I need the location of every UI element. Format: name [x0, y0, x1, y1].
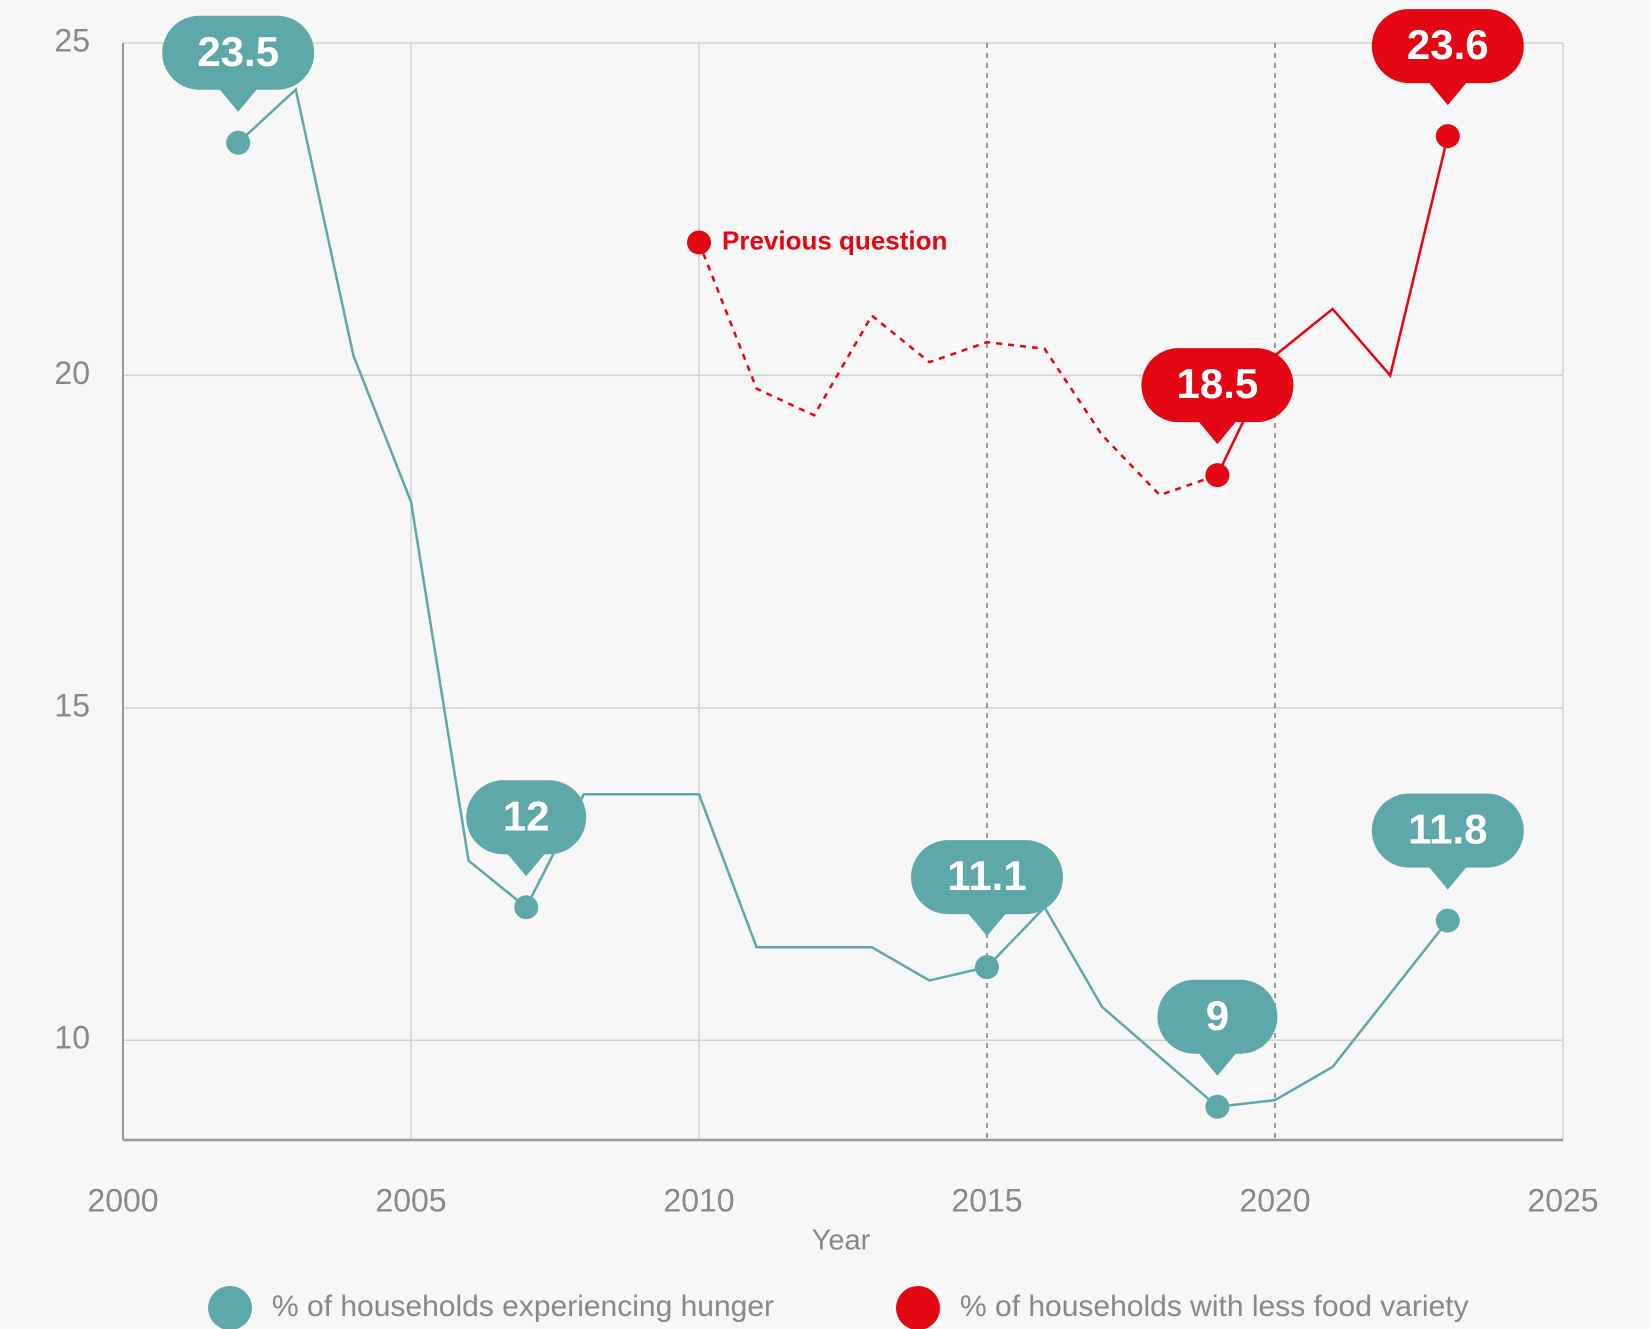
point: [514, 895, 539, 920]
legend-swatch: [208, 1286, 252, 1329]
y-tick-label: 15: [54, 687, 90, 723]
x-tick-label: 2010: [663, 1182, 734, 1218]
callout-pointer: [218, 87, 259, 112]
data-label: 9: [1206, 992, 1229, 1039]
data-label: 11.1: [947, 852, 1026, 899]
callout: [911, 840, 1063, 915]
callout-pointer: [506, 852, 547, 877]
line: [237, 87, 1449, 1109]
legend-label: % of households experiencing hunger: [272, 1290, 774, 1323]
callout-pointer: [1427, 865, 1468, 890]
point: [1205, 463, 1230, 488]
callout-pointer: [967, 912, 1007, 937]
callout-pointer: [1197, 1051, 1238, 1076]
point: [1435, 908, 1460, 933]
callout: [466, 780, 587, 855]
point: [1435, 124, 1460, 149]
y-tick-label: 25: [54, 22, 90, 58]
data-label: 23.6: [1407, 21, 1489, 68]
annotation: Previous question: [722, 225, 947, 255]
data-label: 12: [503, 792, 550, 839]
callout: [1157, 979, 1278, 1054]
point: [1205, 1094, 1230, 1119]
x-tick-label: 2005: [375, 1182, 446, 1218]
callout-pointer: [1197, 420, 1238, 445]
legend-swatch: [896, 1286, 940, 1329]
point: [975, 955, 999, 980]
callout: [1141, 348, 1294, 423]
callout: [1371, 9, 1524, 84]
x-axis-label: Year: [812, 1225, 871, 1257]
x-tick-label: 2020: [1239, 1182, 1310, 1218]
annotation-dot: [687, 230, 711, 255]
point: [226, 130, 251, 155]
x-tick-label: 2025: [1527, 1182, 1598, 1218]
y-tick-label: 20: [54, 355, 90, 391]
callout: [162, 15, 315, 90]
callout: [1371, 793, 1524, 868]
y-tick-label: 10: [54, 1020, 90, 1056]
x-tick-label: 2000: [87, 1182, 158, 1218]
data-label: 18.5: [1177, 360, 1259, 407]
data-label: 23.5: [197, 28, 279, 75]
x-tick-label: 2015: [951, 1182, 1022, 1218]
data-label: 11.8: [1408, 806, 1487, 853]
callout-pointer: [1427, 81, 1468, 106]
legend-label: % of households with less food variety: [960, 1290, 1469, 1323]
line: [697, 241, 1218, 497]
